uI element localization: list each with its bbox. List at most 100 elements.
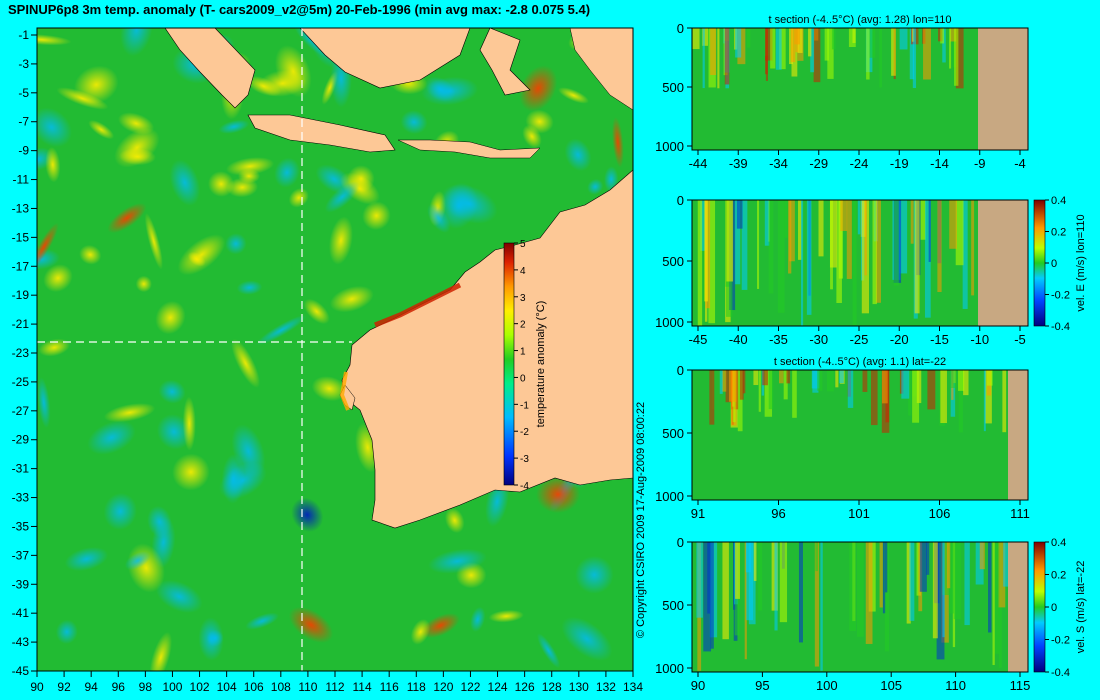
lat-tick-label: -37 <box>12 548 30 562</box>
leeuwin-current-south <box>339 371 350 411</box>
lon-tick-label: 104 <box>217 680 237 694</box>
anomaly-patch <box>537 633 561 669</box>
section-land <box>978 200 1028 326</box>
section-streak <box>949 28 952 69</box>
section-x-label: 101 <box>848 506 870 521</box>
section-streak <box>964 542 970 626</box>
section-title: t section (-4..5°C) (avg: 1.28) lon=110 <box>768 14 951 26</box>
land-sulawesi <box>479 28 531 96</box>
lon-tick-label: 100 <box>162 680 182 694</box>
section-streak <box>882 370 888 404</box>
anomaly-patch <box>37 107 72 148</box>
anomaly-patch <box>245 612 279 630</box>
anomaly-patch <box>421 613 460 638</box>
map-lon-axis: 90 92 94 96 98 100 102 104 106 108 110 112 114 116 118… <box>30 671 643 694</box>
temperature-anomaly-map: 90 92 94 96 98 100 102 104 106 108 110 112 114 116 118… <box>12 27 643 694</box>
anomaly-patch <box>43 264 73 293</box>
velocity-colorbar <box>1033 199 1046 327</box>
lat-tick-label: -11 <box>13 173 30 187</box>
section-streak <box>779 542 788 623</box>
section-streak <box>817 370 823 391</box>
section-streak <box>994 542 1000 654</box>
section-streak <box>770 28 776 69</box>
section-streak <box>806 200 812 315</box>
anomaly-patch <box>135 275 152 293</box>
section-streak <box>719 370 723 394</box>
anomaly-patch <box>226 157 275 176</box>
section-streak <box>869 28 876 58</box>
section-streak <box>909 542 915 621</box>
anomaly-patch <box>288 188 309 208</box>
section-streak <box>818 200 824 257</box>
lon-tick-label: 114 <box>353 680 372 694</box>
section-x-label: -40 <box>729 332 748 347</box>
section-x-label: -35 <box>769 332 788 347</box>
section-streak <box>901 370 910 399</box>
colorbar-tick-label: -2 <box>520 427 529 438</box>
section-streak <box>814 542 819 667</box>
section-streak <box>840 200 848 231</box>
section-streak <box>779 370 784 384</box>
lat-tick-label: -45 <box>12 664 30 678</box>
anomaly-patch <box>561 616 613 661</box>
anomaly-patch <box>218 119 250 134</box>
section-streak <box>986 370 993 386</box>
section-depth-label: 0 <box>677 21 684 36</box>
lat-tick-label: -13 <box>12 201 30 215</box>
lon-tick-label: 120 <box>433 680 453 694</box>
section-streak <box>757 200 760 289</box>
section-x-label: -19 <box>890 156 909 171</box>
section-x-label: -20 <box>890 332 909 347</box>
lat-tick-label: -27 <box>12 404 30 418</box>
colorbar-tick-label: 1 <box>520 347 526 358</box>
section-plot-area <box>692 370 1028 500</box>
anomaly-patch <box>612 116 624 168</box>
section-streak <box>765 28 773 61</box>
lat-tick-label: -17 <box>12 259 30 273</box>
anomaly-patch <box>198 617 224 661</box>
anomaly-patch <box>120 28 153 57</box>
anomaly-patch <box>427 203 451 233</box>
section-streak <box>998 542 1006 608</box>
map-lat-axis: -1 -3 -5 -7 -9 -11 -13 -15 -17 -19 -21 -23 -25 -27 -29… <box>12 28 37 678</box>
lon-tick-label: 112 <box>325 680 344 694</box>
section-streak <box>696 542 703 618</box>
section-streak <box>792 370 797 418</box>
section-streak <box>717 28 720 89</box>
lon-tick-label: 90 <box>30 680 44 694</box>
velocity-colorbar <box>1033 541 1046 673</box>
section-x-label: -29 <box>809 156 828 171</box>
section-streak <box>708 200 716 324</box>
section-streak <box>783 370 788 400</box>
section-streak <box>742 370 746 394</box>
section-streak <box>955 28 964 89</box>
velocity-colorbar-tick: 0.2 <box>1051 570 1066 582</box>
section-streak <box>940 28 945 44</box>
section-streak <box>942 542 950 596</box>
section-x-label: 96 <box>771 506 785 521</box>
velocity-colorbar-tick: -0.2 <box>1051 290 1070 302</box>
section-streak <box>798 542 803 643</box>
lat-tick-label: -41 <box>12 606 30 620</box>
copyright-text: © Copyright CSIRO 2009 17-Aug-2009 08:00… <box>635 402 647 638</box>
lon-tick-label: 124 <box>488 680 508 694</box>
lat-tick-label: -7 <box>18 115 29 129</box>
section-x-label: -14 <box>930 156 949 171</box>
anomaly-patch <box>329 285 374 313</box>
land-borneo <box>299 28 471 89</box>
anomaly-patch <box>470 606 486 632</box>
section-land <box>1008 370 1028 500</box>
section-streak <box>734 200 741 285</box>
temperature-colorbar-label: temperature anomaly (°C) <box>535 301 547 428</box>
section-x-label: -39 <box>729 156 748 171</box>
lat-tick-label: -5 <box>18 86 29 100</box>
anomaly-patch <box>558 87 589 104</box>
lat-tick-label: -15 <box>12 230 30 244</box>
section-streak <box>746 28 751 48</box>
section-streak <box>724 28 730 85</box>
section-streak <box>954 28 959 86</box>
section-streak <box>710 542 714 649</box>
section-streak <box>924 200 931 318</box>
anomaly-patch <box>45 146 61 183</box>
anomaly-patch <box>114 127 160 168</box>
